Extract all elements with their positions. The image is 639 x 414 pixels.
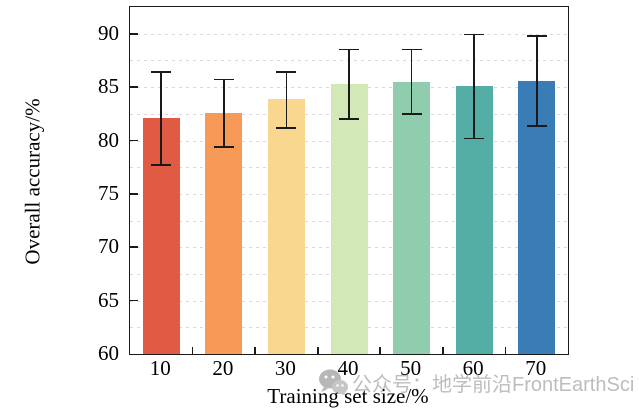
error-bar-cap-top [339, 48, 359, 51]
x-tick-label: 30 [274, 356, 296, 380]
x-axis-tick [504, 347, 507, 354]
bar [205, 112, 243, 354]
y-tick-label: 70 [98, 234, 119, 259]
error-bar-cap-top [213, 78, 234, 81]
error-bar [473, 33, 475, 140]
x-tick-label: 60 [462, 356, 484, 380]
x-axis-tick [316, 347, 319, 354]
wechat-icon [319, 369, 348, 396]
y-axis-tick [130, 192, 138, 195]
error-bar-cap-top [401, 48, 422, 51]
y-tick-label: 90 [98, 20, 119, 45]
error-bar-cap-top [151, 71, 172, 73]
bar [267, 98, 305, 354]
y-tick-label: 80 [98, 127, 119, 152]
error-bar-cap-bottom [339, 118, 359, 121]
watermark-text: 公众号：地学前沿FrontEarthSci [352, 374, 635, 396]
x-axis-tick [191, 347, 194, 354]
error-bar [160, 71, 163, 167]
y-axis-tick [130, 139, 138, 142]
bar [393, 81, 431, 354]
x-tick-label: 70 [525, 356, 547, 380]
error-bar [285, 71, 288, 129]
error-bar-cap-top [276, 71, 297, 73]
error-bar [348, 48, 350, 121]
gridline [130, 33, 568, 35]
error-bar-cap-bottom [401, 113, 422, 115]
bar [330, 83, 368, 354]
error-bar-cap-bottom [213, 146, 234, 148]
x-axis-tick [254, 347, 256, 354]
y-tick-label: 65 [98, 287, 119, 312]
x-axis-tick [379, 347, 382, 354]
y-axis-title: Overall accuracy/% [20, 98, 45, 265]
y-tick-label: 85 [98, 74, 119, 99]
error-bar [535, 34, 538, 127]
y-axis-tick [130, 246, 138, 249]
y-tick-label: 60 [98, 341, 119, 365]
y-axis-tick [130, 86, 138, 88]
error-bar-cap-bottom [276, 126, 297, 129]
x-axis-title: Training set size/% [267, 384, 429, 408]
plot-area [129, 6, 569, 355]
x-tick-label: 40 [337, 356, 359, 380]
x-tick-label: 20 [212, 356, 234, 380]
x-tick-label: 50 [400, 356, 422, 380]
error-bar [410, 48, 413, 115]
x-tick-label: 10 [149, 356, 171, 380]
error-bar-cap-bottom [526, 124, 547, 127]
error-bar-cap-top [526, 34, 547, 37]
error-bar-cap-bottom [464, 137, 485, 140]
error-bar-cap-bottom [151, 164, 172, 167]
x-axis-tick [442, 347, 444, 354]
error-bar-cap-top [464, 33, 485, 36]
error-bar [223, 78, 225, 148]
watermark: 公众号：地学前沿FrontEarthSci [318, 368, 634, 397]
y-axis-tick [130, 299, 138, 302]
y-axis-tick [130, 32, 138, 35]
y-tick-label: 75 [98, 180, 119, 205]
